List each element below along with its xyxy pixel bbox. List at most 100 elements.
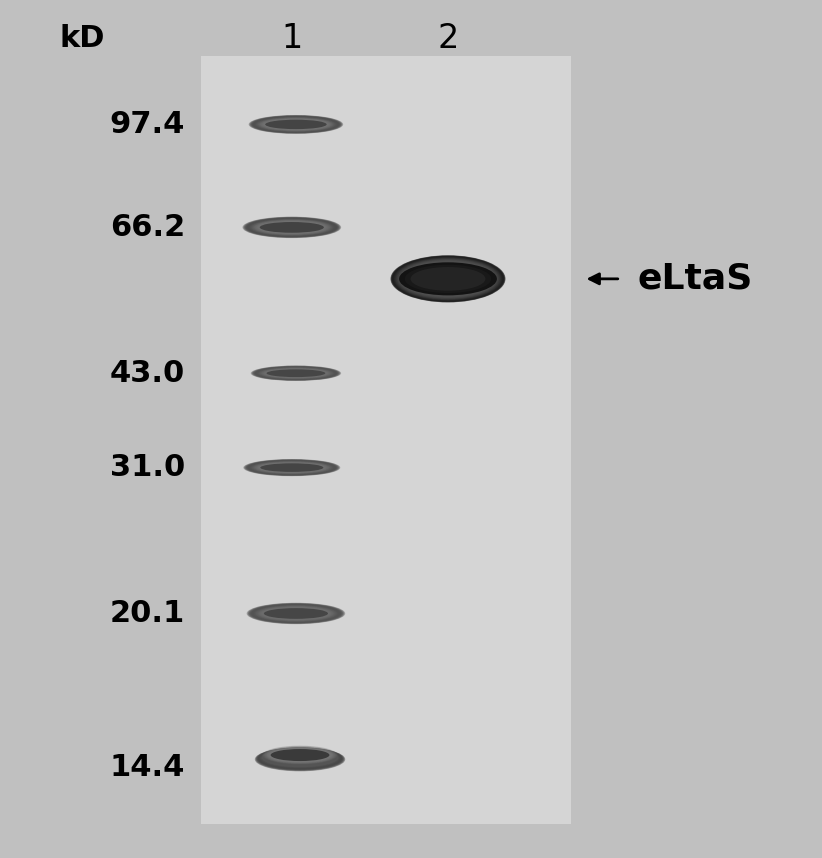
Ellipse shape (265, 746, 335, 764)
Ellipse shape (258, 118, 334, 131)
Ellipse shape (395, 257, 501, 300)
Ellipse shape (253, 220, 330, 235)
Ellipse shape (261, 367, 331, 379)
Ellipse shape (266, 369, 326, 378)
Ellipse shape (394, 257, 502, 301)
Ellipse shape (252, 604, 340, 623)
Ellipse shape (262, 368, 330, 378)
Ellipse shape (257, 118, 335, 131)
Ellipse shape (254, 366, 338, 380)
Ellipse shape (254, 220, 330, 235)
Ellipse shape (249, 219, 335, 236)
Ellipse shape (243, 459, 340, 476)
Ellipse shape (246, 460, 338, 475)
Ellipse shape (262, 746, 338, 764)
Ellipse shape (247, 603, 344, 624)
Ellipse shape (395, 257, 501, 300)
Ellipse shape (257, 606, 335, 621)
Ellipse shape (258, 606, 334, 621)
Ellipse shape (252, 220, 331, 235)
Ellipse shape (391, 256, 505, 302)
Ellipse shape (264, 746, 336, 764)
Ellipse shape (393, 257, 503, 301)
Ellipse shape (261, 748, 339, 767)
Ellipse shape (260, 607, 332, 620)
Ellipse shape (253, 605, 339, 622)
Ellipse shape (252, 219, 332, 236)
Ellipse shape (256, 366, 335, 380)
Ellipse shape (400, 260, 496, 298)
Ellipse shape (253, 116, 339, 133)
Ellipse shape (256, 221, 327, 234)
Ellipse shape (261, 463, 323, 472)
Ellipse shape (254, 605, 338, 622)
Ellipse shape (257, 606, 335, 621)
Ellipse shape (256, 462, 328, 474)
Ellipse shape (261, 368, 331, 378)
Ellipse shape (248, 603, 344, 624)
Ellipse shape (252, 461, 332, 474)
Ellipse shape (245, 459, 339, 476)
Ellipse shape (244, 217, 339, 238)
Ellipse shape (256, 747, 344, 771)
Ellipse shape (250, 115, 342, 134)
Ellipse shape (260, 118, 332, 131)
Text: kD: kD (59, 24, 105, 53)
Ellipse shape (248, 218, 335, 237)
Ellipse shape (395, 257, 501, 300)
Ellipse shape (254, 117, 338, 132)
Ellipse shape (256, 366, 336, 380)
Ellipse shape (255, 747, 345, 771)
Ellipse shape (397, 258, 499, 299)
Ellipse shape (261, 118, 330, 130)
Ellipse shape (395, 257, 501, 300)
Ellipse shape (399, 260, 496, 298)
Ellipse shape (244, 459, 339, 476)
Ellipse shape (399, 260, 497, 298)
Ellipse shape (256, 747, 344, 770)
Ellipse shape (253, 462, 330, 474)
Ellipse shape (252, 366, 339, 381)
Ellipse shape (256, 605, 336, 622)
Ellipse shape (252, 366, 339, 381)
Ellipse shape (263, 746, 337, 764)
Ellipse shape (247, 602, 345, 625)
Ellipse shape (252, 366, 340, 381)
Ellipse shape (265, 746, 335, 764)
Ellipse shape (255, 462, 329, 474)
Ellipse shape (262, 118, 330, 130)
Ellipse shape (250, 461, 334, 474)
Ellipse shape (256, 462, 327, 474)
Ellipse shape (250, 604, 342, 623)
Ellipse shape (247, 218, 336, 237)
Ellipse shape (266, 746, 335, 764)
Ellipse shape (249, 461, 335, 474)
Ellipse shape (251, 116, 341, 133)
Ellipse shape (257, 747, 343, 770)
Ellipse shape (256, 221, 328, 234)
Ellipse shape (392, 257, 504, 301)
Ellipse shape (255, 366, 337, 380)
Ellipse shape (261, 747, 339, 768)
Ellipse shape (258, 367, 334, 379)
Ellipse shape (253, 462, 330, 474)
Text: 97.4: 97.4 (109, 110, 185, 139)
Text: 31.0: 31.0 (109, 453, 185, 482)
Ellipse shape (260, 367, 332, 379)
Ellipse shape (399, 259, 497, 299)
Ellipse shape (259, 118, 333, 131)
Ellipse shape (247, 218, 337, 237)
Ellipse shape (390, 256, 506, 302)
Text: eLtaS: eLtaS (637, 262, 752, 296)
Ellipse shape (257, 462, 326, 473)
Ellipse shape (245, 217, 339, 238)
Ellipse shape (251, 604, 341, 623)
Ellipse shape (261, 368, 330, 378)
Ellipse shape (266, 119, 326, 130)
Ellipse shape (259, 367, 333, 379)
Text: 66.2: 66.2 (109, 213, 185, 242)
Ellipse shape (249, 219, 335, 236)
Ellipse shape (248, 460, 335, 475)
Text: 2: 2 (437, 22, 459, 55)
Ellipse shape (251, 366, 341, 381)
